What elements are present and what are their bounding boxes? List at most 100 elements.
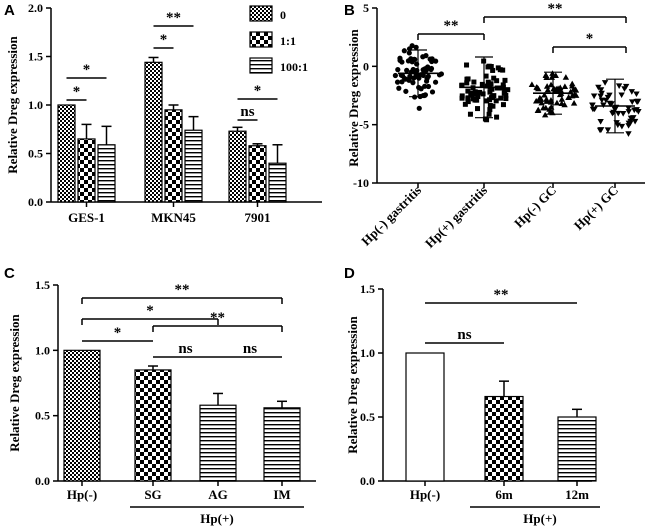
panel-b-point-0 bbox=[410, 80, 416, 86]
panel-b-point-1 bbox=[472, 91, 478, 97]
panel-b-sig-hp-gastritis-gc-label: ** bbox=[548, 1, 563, 17]
panel-a-bar-mkn45-2 bbox=[184, 129, 203, 203]
panel-b-point-3 bbox=[590, 93, 598, 100]
panel-c-group-label: Hp(+) bbox=[200, 511, 233, 526]
panel-d-bar-hp bbox=[405, 352, 445, 482]
panel-b-point-2 bbox=[532, 97, 540, 104]
panel-b-point-1 bbox=[479, 81, 485, 87]
panel-a-category-label: MKN45 bbox=[151, 210, 196, 225]
panel-b-point-1 bbox=[500, 82, 506, 88]
panel-b-category-label: Hp(+) GC bbox=[571, 183, 621, 233]
panel-b-point-3 bbox=[633, 91, 640, 98]
panel-d-y-tick-label: 1.5 bbox=[360, 282, 375, 296]
panel-b-point-1 bbox=[498, 95, 504, 101]
legend-label-0: 0 bbox=[280, 8, 286, 22]
panel-d-sig-hp-6m-label: ns bbox=[457, 327, 471, 343]
panel-a-y-tick-label: 0.0 bbox=[28, 195, 43, 209]
panel-c-y-axis-label: Relative Dreg expression bbox=[7, 314, 22, 452]
panel-b-point-0 bbox=[422, 83, 428, 89]
panel-b-point-1 bbox=[503, 96, 509, 102]
panel-b-point-2 bbox=[561, 83, 569, 90]
panel-a-bar-mkn45-1 bbox=[164, 109, 183, 203]
panel-b-point-3 bbox=[609, 110, 616, 117]
panel-b-point-2 bbox=[570, 100, 578, 106]
panel-c-y-tick-label: 0.0 bbox=[35, 474, 50, 488]
panel-b-point-1 bbox=[462, 101, 468, 107]
panel-c-sig-hp-sg-label: * bbox=[114, 325, 122, 341]
panel-b-point-0 bbox=[420, 67, 426, 73]
panel-b-point-1 bbox=[472, 97, 478, 103]
panel-b-point-1 bbox=[484, 98, 490, 104]
panel-b-point-3 bbox=[602, 97, 610, 104]
panel-a-label: A bbox=[4, 2, 15, 19]
panel-b-point-2 bbox=[553, 99, 561, 106]
panel-b-point-3 bbox=[597, 87, 605, 93]
panel-a-sig-7901-a-label: ns bbox=[240, 104, 254, 120]
panel-b-point-0 bbox=[406, 50, 412, 56]
panel-b-point-1 bbox=[490, 94, 496, 100]
panel-b-point-1 bbox=[483, 73, 489, 79]
panel-c-sig-sg-ag-label: ns bbox=[178, 341, 192, 357]
panel-b-point-0 bbox=[432, 79, 439, 85]
panel-b-point-0 bbox=[424, 76, 430, 82]
panel-b-point-1 bbox=[477, 89, 483, 95]
panel-b-point-2 bbox=[546, 106, 553, 112]
panel-b-point-1 bbox=[488, 81, 494, 87]
panel-d-bar-6m bbox=[484, 395, 524, 482]
panel-b-point-2 bbox=[543, 74, 550, 80]
panel-b-point-3 bbox=[622, 83, 630, 90]
panel-b-point-2 bbox=[535, 85, 542, 92]
panel-d-y-tick-label: 1.0 bbox=[360, 346, 375, 360]
panel-c-sig-hp-ag-label: * bbox=[146, 303, 154, 319]
panel-c-sig-ag-im-label: ns bbox=[243, 341, 257, 357]
panel-b-point-1 bbox=[485, 64, 491, 70]
panel-a-y-axis-label: Relative Dreg expression bbox=[5, 36, 20, 174]
panel-c-category-label: AG bbox=[208, 487, 228, 502]
panel-b-point-0 bbox=[425, 83, 432, 90]
panel-b-y-axis-label: Relative Dreg expression bbox=[346, 29, 361, 167]
panel-b-point-1 bbox=[469, 92, 475, 98]
panel-b-point-3 bbox=[625, 109, 632, 115]
panel-b-point-1 bbox=[495, 65, 501, 71]
panel-b-point-2 bbox=[541, 91, 548, 98]
panel-b-point-0 bbox=[414, 67, 420, 74]
panel-b-point-0 bbox=[408, 56, 414, 62]
legend-label-2: 100:1 bbox=[280, 60, 308, 74]
panel-c-y-tick-label: 1.0 bbox=[35, 343, 50, 357]
panel-b-point-0 bbox=[407, 73, 413, 79]
panel-b-point-1 bbox=[482, 116, 488, 122]
panel-b-point-0 bbox=[416, 84, 422, 91]
panel-a-bar-7901-1 bbox=[248, 145, 267, 203]
panel-b-point-1 bbox=[487, 89, 493, 95]
panel-b-point-0 bbox=[406, 46, 413, 52]
legend-label-1: 1:1 bbox=[280, 34, 296, 48]
panel-b-point-2 bbox=[552, 72, 559, 78]
panel-b-point-1 bbox=[500, 102, 506, 108]
panel-c-bar-im bbox=[263, 407, 301, 482]
panel-a-y-tick-label: 2.0 bbox=[28, 1, 43, 15]
panel-b-y-tick-label: 5 bbox=[363, 1, 369, 15]
panel-b-point-1 bbox=[459, 83, 465, 89]
panel-b-y-tick-label: 0 bbox=[363, 59, 369, 73]
panel-b-point-1 bbox=[494, 114, 500, 120]
panel-b-point-3 bbox=[597, 119, 604, 125]
panel-b-point-3 bbox=[598, 90, 605, 97]
panel-b-point-1 bbox=[488, 64, 494, 70]
panel-b-point-0 bbox=[395, 67, 401, 73]
legend-swatch-2 bbox=[249, 57, 273, 74]
panel-b-point-1 bbox=[465, 99, 471, 105]
panel-b-point-1 bbox=[494, 78, 500, 84]
panel-b-point-3 bbox=[589, 102, 596, 109]
panel-b-point-3 bbox=[604, 127, 612, 133]
panel-a-bar-ges-1-0 bbox=[57, 104, 76, 203]
legend-swatch-0 bbox=[249, 5, 273, 22]
panel-a-sig-ges1-a-label: * bbox=[73, 84, 81, 100]
panel-b-point-1 bbox=[465, 88, 471, 94]
panel-b-point-3 bbox=[628, 89, 636, 95]
panel-b-point-3 bbox=[625, 123, 632, 129]
panel-a-y-tick-label: 1.0 bbox=[28, 98, 43, 112]
panel-b-point-1 bbox=[502, 77, 508, 83]
panel-b-y-tick-label: -10 bbox=[353, 176, 369, 190]
panel-a-sig-mkn45-b-label: ** bbox=[166, 10, 181, 26]
